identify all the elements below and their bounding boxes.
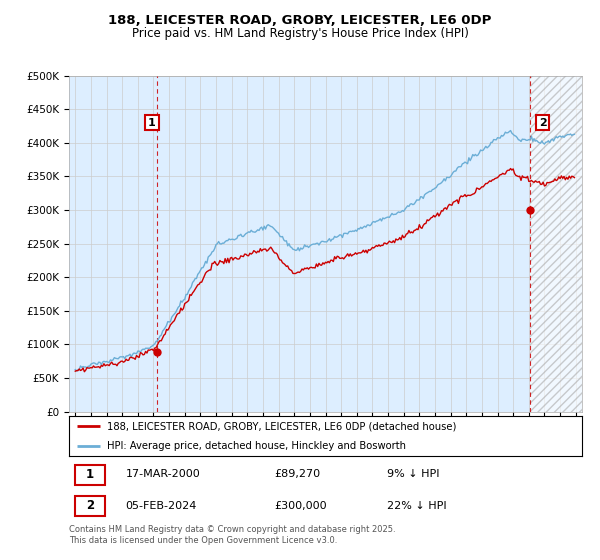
FancyBboxPatch shape bbox=[75, 465, 105, 485]
Text: 1: 1 bbox=[86, 468, 94, 481]
Bar bbox=[530, 76, 582, 412]
FancyBboxPatch shape bbox=[75, 496, 105, 516]
Text: 188, LEICESTER ROAD, GROBY, LEICESTER, LE6 0DP (detached house): 188, LEICESTER ROAD, GROBY, LEICESTER, L… bbox=[107, 421, 457, 431]
Text: 05-FEB-2024: 05-FEB-2024 bbox=[125, 501, 197, 511]
Text: 2: 2 bbox=[86, 499, 94, 512]
Text: £300,000: £300,000 bbox=[274, 501, 327, 511]
Text: 2: 2 bbox=[539, 118, 547, 128]
Text: 188, LEICESTER ROAD, GROBY, LEICESTER, LE6 0DP: 188, LEICESTER ROAD, GROBY, LEICESTER, L… bbox=[109, 14, 491, 27]
Text: 17-MAR-2000: 17-MAR-2000 bbox=[125, 469, 200, 479]
Text: Price paid vs. HM Land Registry's House Price Index (HPI): Price paid vs. HM Land Registry's House … bbox=[131, 27, 469, 40]
Text: 1: 1 bbox=[148, 118, 156, 128]
Text: 22% ↓ HPI: 22% ↓ HPI bbox=[387, 501, 446, 511]
Text: 9% ↓ HPI: 9% ↓ HPI bbox=[387, 469, 440, 479]
Text: Contains HM Land Registry data © Crown copyright and database right 2025.
This d: Contains HM Land Registry data © Crown c… bbox=[69, 525, 395, 545]
Text: £89,270: £89,270 bbox=[274, 469, 320, 479]
Text: HPI: Average price, detached house, Hinckley and Bosworth: HPI: Average price, detached house, Hinc… bbox=[107, 441, 406, 451]
